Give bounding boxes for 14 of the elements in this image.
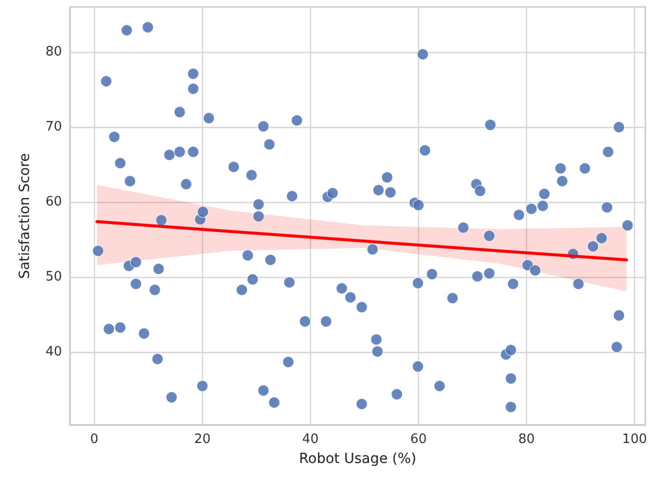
y-axis-title: Satisfaction Score xyxy=(17,153,33,279)
x-tick-label: 0 xyxy=(90,432,98,447)
x-tick-label: 80 xyxy=(518,432,535,447)
x-axis-title: Robot Usage (%) xyxy=(299,451,416,467)
line-series xyxy=(96,220,628,262)
y-tick-label: 80 xyxy=(45,44,62,60)
x-tick-label: 60 xyxy=(410,432,427,447)
y-tick-label: 60 xyxy=(45,194,62,210)
y-tick-label: 70 xyxy=(45,120,62,135)
x-tick-label: 100 xyxy=(622,432,648,447)
x-tick-label: 20 xyxy=(194,432,211,447)
x-tick-label: 40 xyxy=(302,432,319,447)
y-tick-label: 40 xyxy=(45,344,62,360)
y-tick-label: 50 xyxy=(45,270,62,285)
